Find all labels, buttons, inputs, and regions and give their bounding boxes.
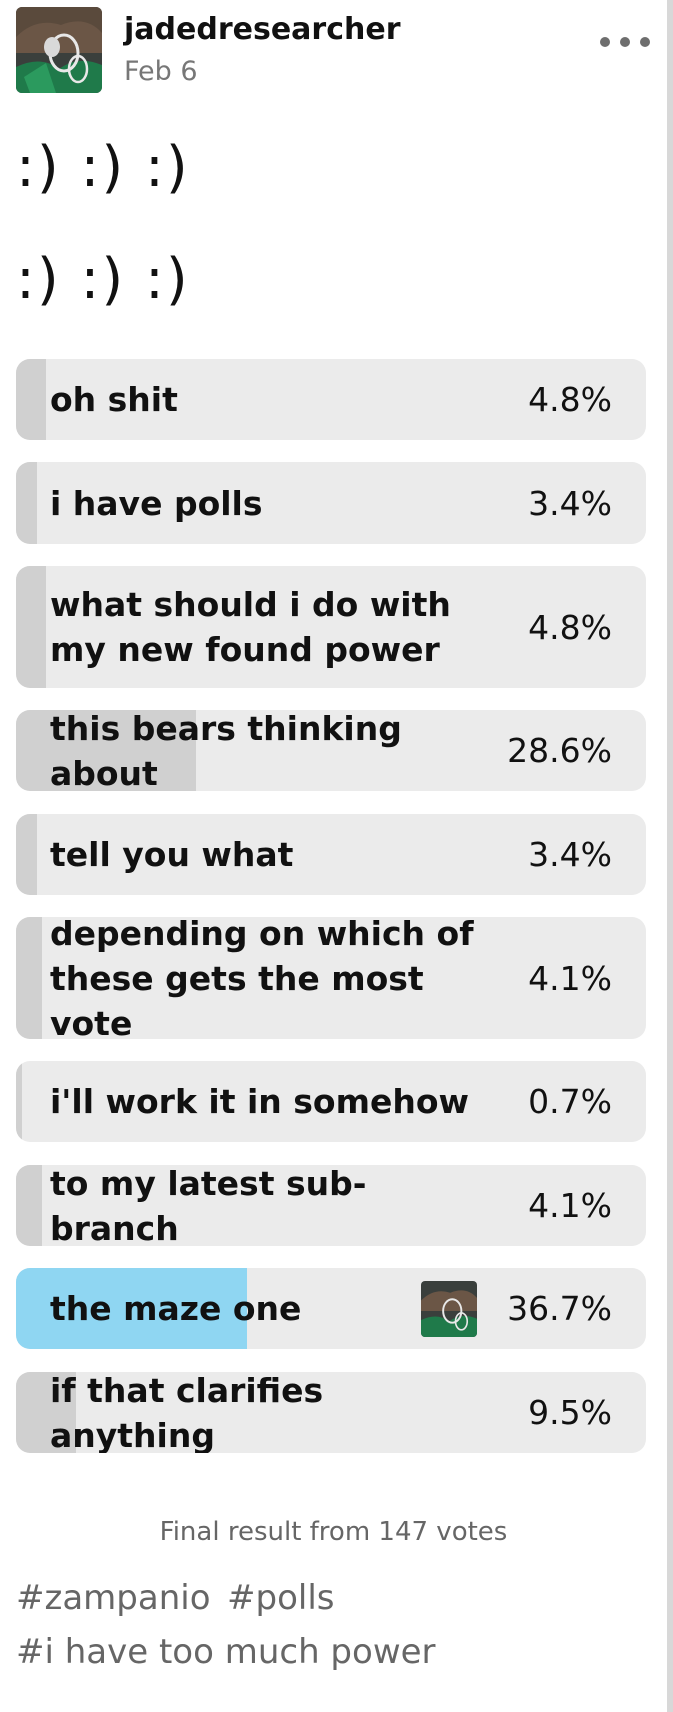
poll-option[interactable]: what should i do with my new found power…: [16, 566, 646, 688]
dot: [620, 37, 630, 47]
ellipsis-icon[interactable]: [600, 24, 650, 60]
scrollbar-track[interactable]: [667, 0, 673, 1712]
poll-option-label: oh shit: [50, 380, 178, 419]
poll-option-percent: 3.4%: [528, 835, 612, 874]
poll-option-label: this bears thinking about: [50, 710, 402, 791]
poll-option-fill: [16, 566, 46, 688]
poll-option-fill: [16, 710, 196, 791]
poll-option-percent: 4.8%: [528, 380, 612, 419]
poll-option-fill: [16, 1165, 42, 1246]
poll-option-fill: [16, 1061, 22, 1142]
poll-option-percent: 9.5%: [528, 1393, 612, 1432]
avatar[interactable]: [16, 7, 102, 93]
poll-option-percent: 4.1%: [528, 958, 612, 998]
poll-option-label: depending on which of these gets the mos…: [50, 917, 474, 1039]
tag-link[interactable]: #i have too much power: [16, 1632, 436, 1672]
poll-result-footer: Final result from 147 votes: [159, 1517, 508, 1547]
username[interactable]: jadedresearcher: [124, 12, 401, 47]
poll-option-percent: 4.1%: [528, 1186, 612, 1225]
tag-link[interactable]: #zampanio: [16, 1578, 211, 1618]
poll-option[interactable]: depending on which of these gets the mos…: [16, 917, 646, 1039]
avatar-image: [16, 7, 102, 93]
dot: [600, 37, 610, 47]
poll-option-label: i have polls: [50, 483, 263, 523]
poll-option[interactable]: i'll work it in somehow 0.7%: [16, 1061, 646, 1142]
voter-avatar: [421, 1281, 477, 1337]
poll-option-fill: [16, 1372, 76, 1453]
poll-option[interactable]: if that clarifies anything 9.5%: [16, 1372, 646, 1453]
poll-option-label: the maze one: [50, 1289, 302, 1328]
poll-option[interactable]: oh shit 4.8%: [16, 359, 646, 440]
poll-option-label: what should i do with my new found power: [50, 585, 451, 669]
poll-option-percent: 4.8%: [528, 607, 612, 647]
post-text-line: :) :) :): [16, 247, 190, 312]
poll-option[interactable]: i have polls 3.4%: [16, 462, 646, 544]
poll-option-fill: [16, 917, 42, 1039]
poll-option-fill: [16, 462, 37, 544]
poll-option-label: tell you what: [50, 835, 294, 874]
poll-option[interactable]: to my latest sub-branch 4.1%: [16, 1165, 646, 1246]
poll-option[interactable]: tell you what 3.4%: [16, 814, 646, 895]
poll-option-percent: 28.6%: [507, 731, 612, 770]
poll-option-fill: [16, 359, 46, 440]
poll-option-percent: 36.7%: [507, 1289, 612, 1328]
dot: [640, 37, 650, 47]
post-text-line: :) :) :): [16, 135, 190, 200]
poll-option[interactable]: the maze one 36.7%: [16, 1268, 646, 1349]
poll-option-fill: [16, 814, 37, 895]
poll-option-fill: [16, 1268, 247, 1349]
poll-option-label: i'll work it in somehow: [50, 1082, 469, 1121]
poll-option-percent: 3.4%: [528, 483, 612, 523]
tag-link[interactable]: #polls: [227, 1578, 335, 1618]
poll-option[interactable]: this bears thinking about 28.6%: [16, 710, 646, 791]
poll-option-percent: 0.7%: [528, 1082, 612, 1121]
poll-option-label: if that clarifies anything: [50, 1372, 324, 1453]
post-date[interactable]: Feb 6: [124, 56, 198, 87]
poll-option-label: to my latest sub-branch: [50, 1165, 367, 1246]
